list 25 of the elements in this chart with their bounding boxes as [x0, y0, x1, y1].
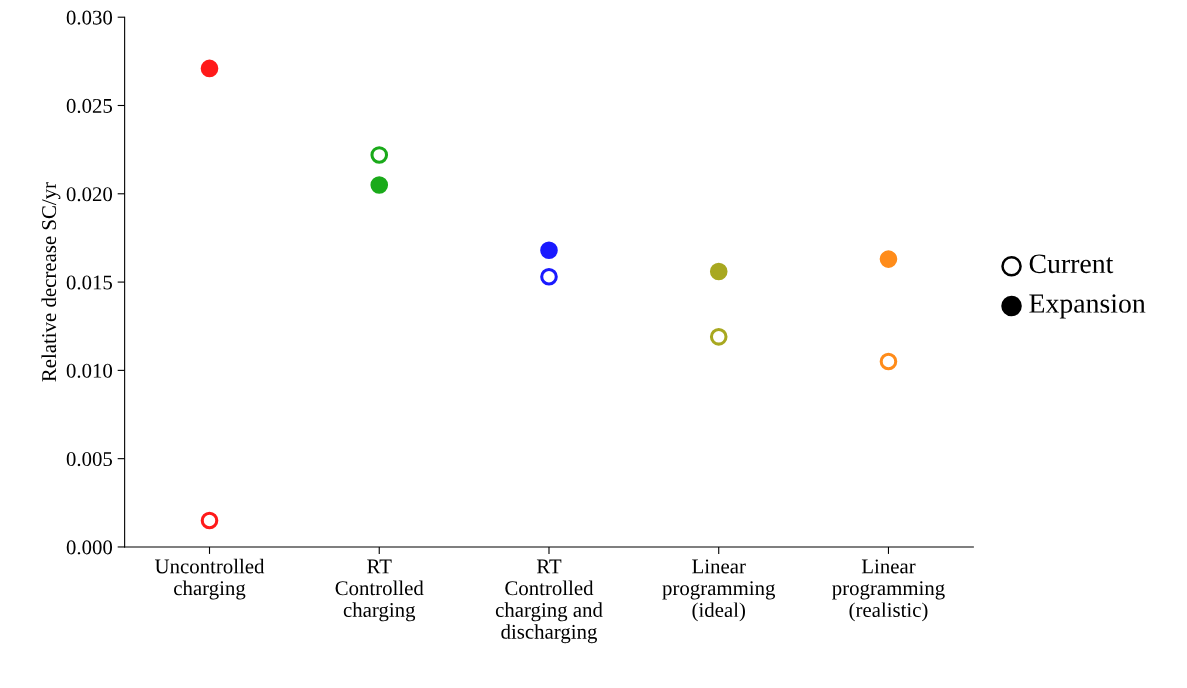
text: Expansion [1029, 294, 1146, 319]
point [709, 328, 728, 346]
y-tick-label: 0.030 [66, 10, 113, 25]
y-tick-label: 0.005 [66, 452, 113, 467]
point [709, 262, 728, 281]
point [370, 176, 389, 194]
point [540, 241, 558, 260]
y-tick-label: 0.010 [66, 363, 113, 378]
x-tick-label: Linear programming (ideal) [662, 559, 776, 622]
point [200, 511, 219, 530]
point [879, 352, 898, 371]
point [200, 59, 219, 78]
x-tick-label: RT Controlled charging [335, 559, 424, 622]
y-axis-title: Relative decrease SC/yr [41, 182, 61, 382]
y-tick-label: 0.025 [66, 98, 113, 114]
point [879, 250, 898, 268]
text: Current [1029, 254, 1114, 274]
y-tick-label: 0.020 [66, 187, 113, 202]
point [540, 267, 558, 286]
point [370, 146, 389, 164]
x-tick-label: Uncontrolled charging [154, 558, 265, 600]
y-tick-label: 0.015 [66, 275, 113, 290]
x-tick-label: RT Controlled charging and discharging [495, 559, 603, 644]
x-tick-label: Linear programming (realistic) [832, 559, 945, 622]
y-tick-label: 0.000 [66, 540, 113, 555]
